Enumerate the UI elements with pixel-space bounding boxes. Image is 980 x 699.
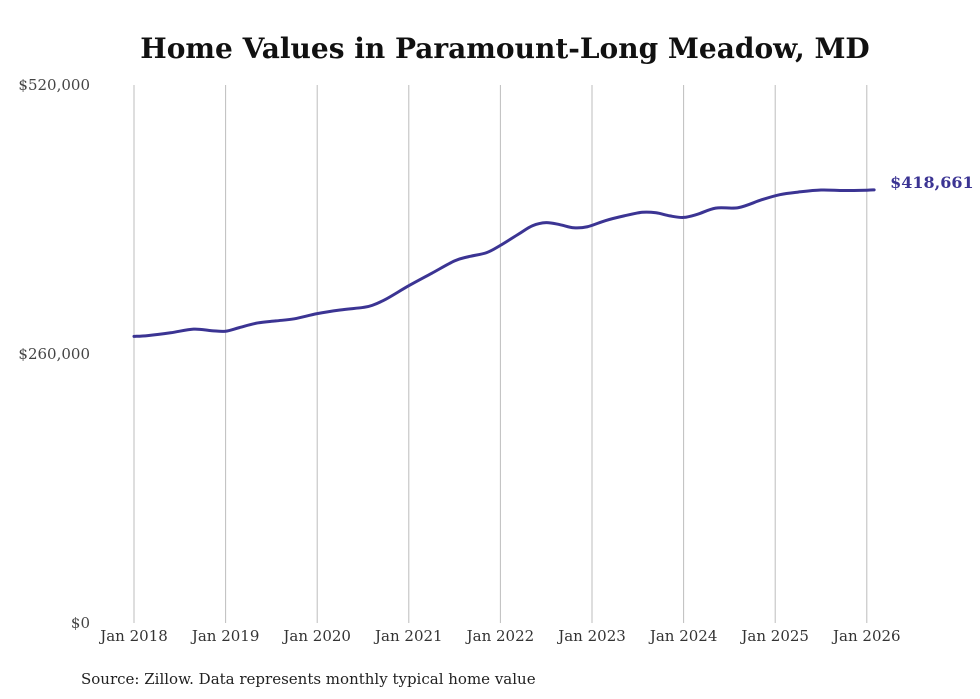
x-tick-label: Jan 2019 — [190, 627, 260, 645]
x-tick-label: Jan 2021 — [373, 627, 443, 645]
y-tick-label: $0 — [71, 614, 90, 632]
y-axis-tick-labels: $0 $260,000 $520,000 — [18, 76, 90, 632]
y-tick-label: $260,000 — [18, 345, 90, 363]
source-note: Source: Zillow. Data represents monthly … — [81, 670, 536, 688]
chart-title: Home Values in Paramount-Long Meadow, MD — [140, 32, 869, 65]
y-tick-label: $520,000 — [18, 76, 90, 94]
end-value-label: $418,661 — [890, 173, 974, 192]
x-tick-label: Jan 2018 — [98, 627, 168, 645]
x-tick-label: Jan 2023 — [556, 627, 626, 645]
x-tick-label: Jan 2020 — [281, 627, 351, 645]
x-tick-label: Jan 2024 — [648, 627, 718, 645]
x-tick-label: Jan 2025 — [739, 627, 809, 645]
series-line-home-value — [132, 188, 876, 338]
x-tick-label: Jan 2022 — [465, 627, 535, 645]
x-axis-tick-labels: Jan 2018 Jan 2019 Jan 2020 Jan 2021 Jan 2022… — [98, 627, 900, 645]
gridlines — [133, 85, 868, 623]
series-layer — [132, 188, 876, 338]
x-tick-label: Jan 2026 — [831, 627, 901, 645]
